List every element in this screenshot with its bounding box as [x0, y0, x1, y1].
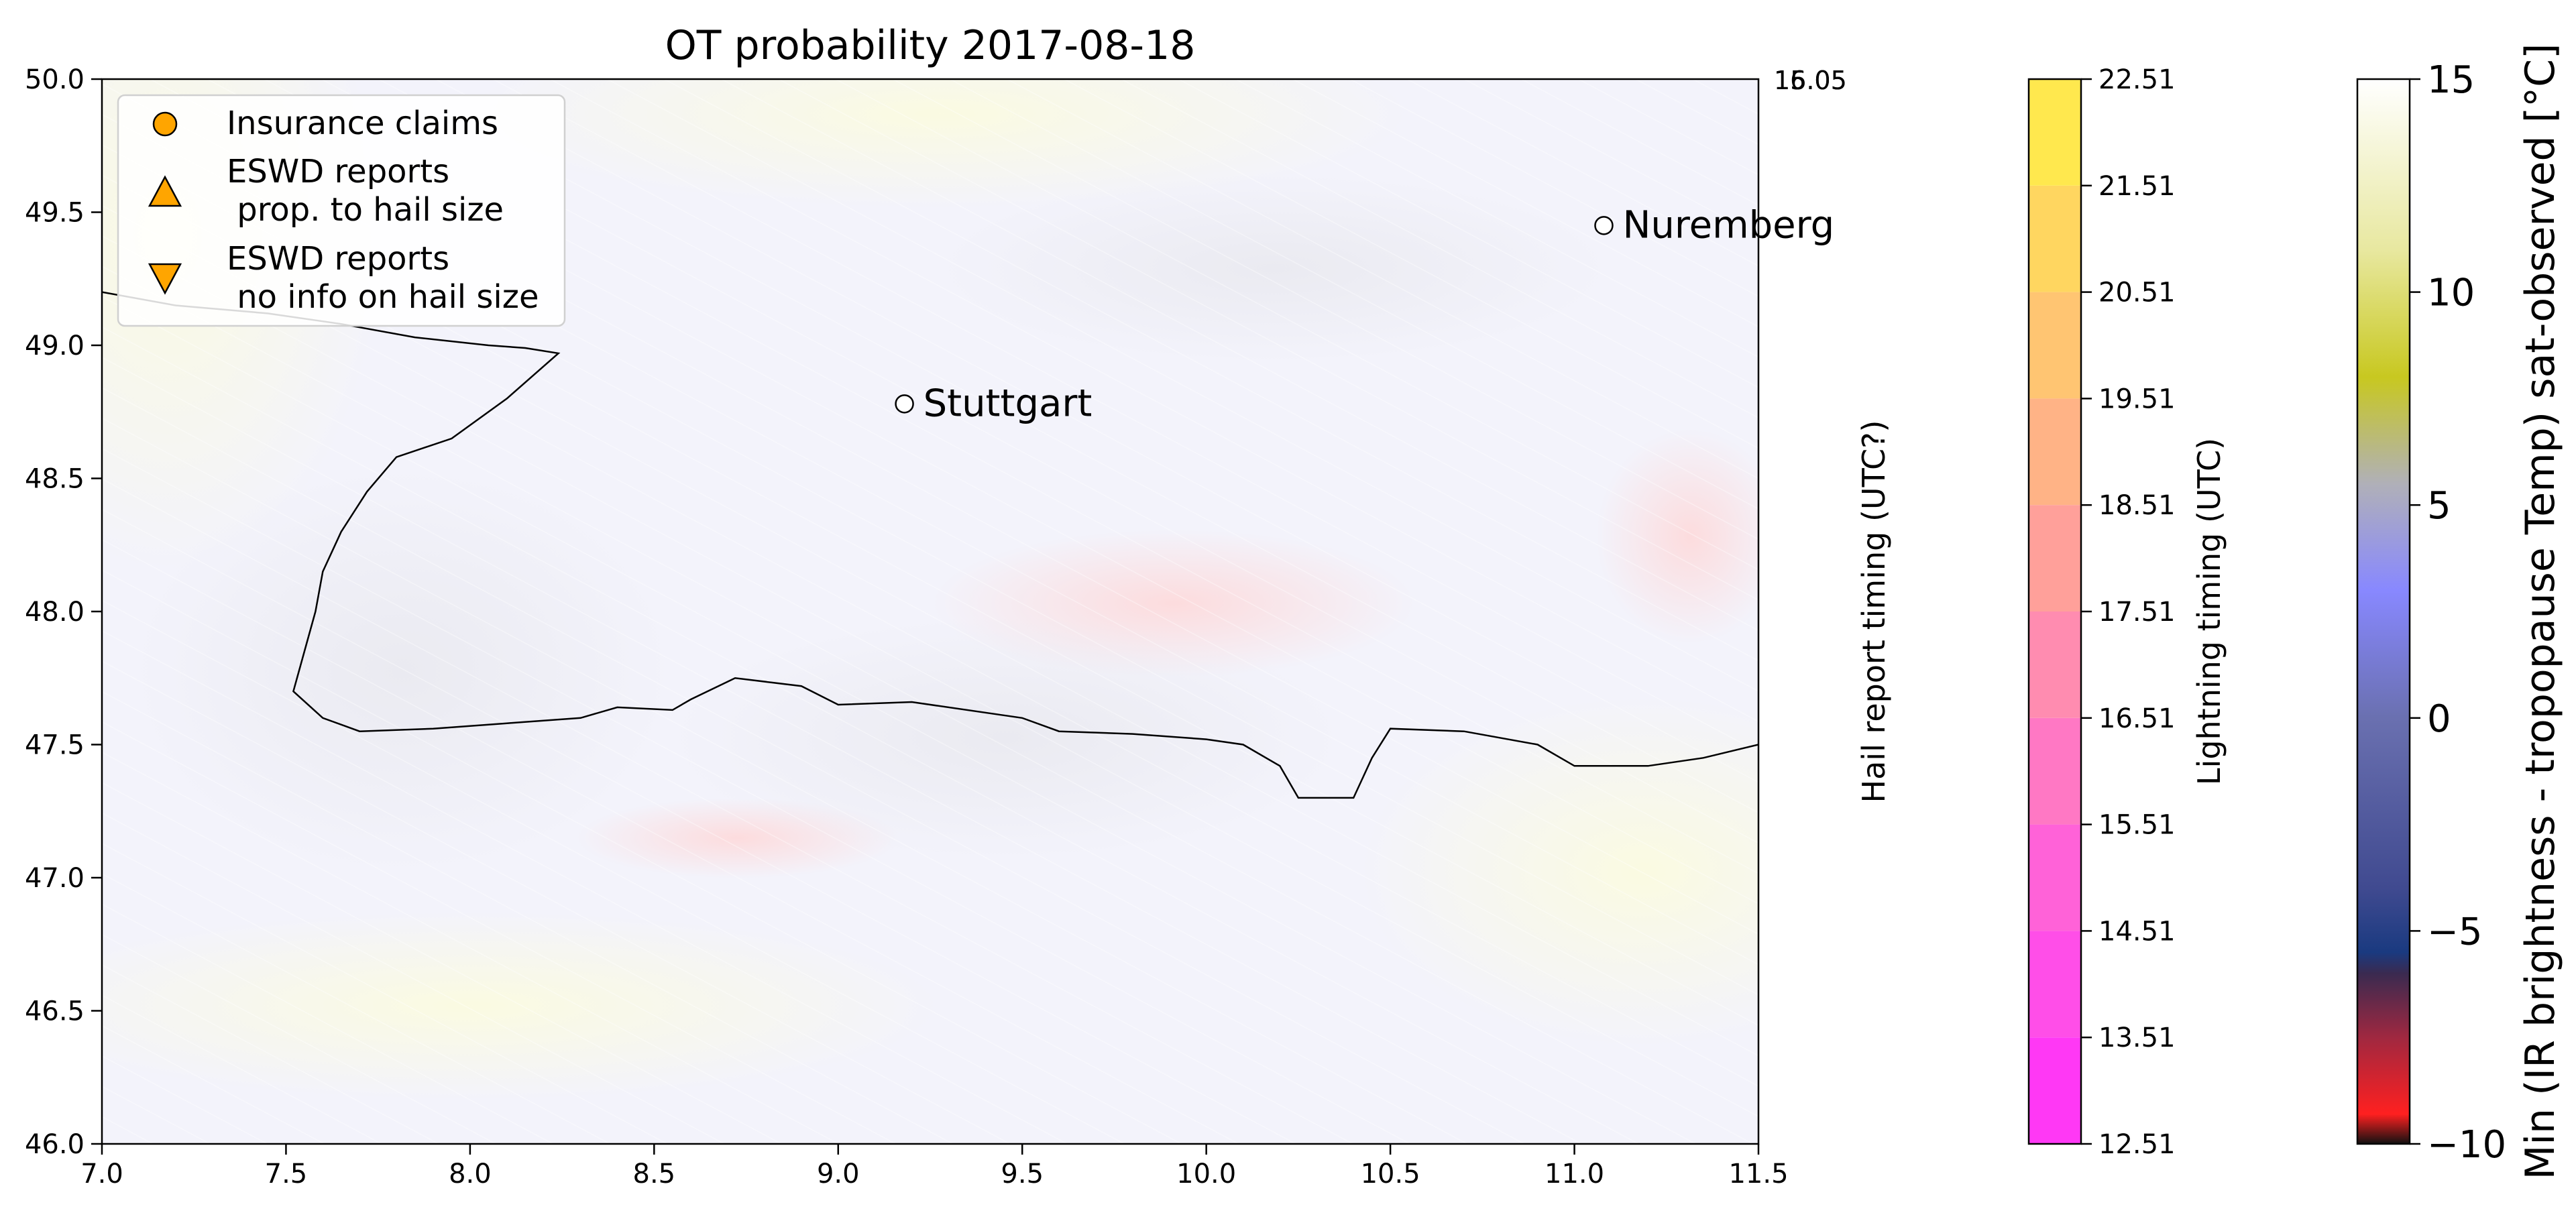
lightning-tick-label-6: 18.51 [2098, 490, 2176, 521]
y-tick-label-8: 50.0 [25, 64, 85, 95]
x-tick-label-9: 11.5 [1728, 1159, 1788, 1189]
lightning-segment-2 [2029, 824, 2081, 931]
ot-tick-label-5: 15 [2427, 58, 2475, 102]
ot-ticks: −10 −5 0 5 10 15 [2410, 58, 2506, 1167]
x-tick-label-7: 10.5 [1361, 1159, 1420, 1189]
lightning-segment-5 [2029, 505, 2081, 612]
ot-tick-label-3: 5 [2427, 484, 2451, 528]
city-label-nuremberg: Nuremberg [1622, 203, 1834, 247]
lightning-tick-label-0: 12.51 [2098, 1129, 2176, 1160]
lightning-segment-8 [2029, 185, 2081, 292]
y-tick-label-6: 49.0 [25, 331, 85, 361]
lightning-tick-label-1: 13.51 [2098, 1023, 2176, 1053]
legend-marker-triangle-down [148, 263, 182, 295]
y-axis: 46.0 46.5 47.0 47.5 48.0 48.5 49.0 49.5 50.0 [25, 64, 102, 1160]
x-tick-label-8: 11.0 [1545, 1159, 1604, 1189]
hail-tick-label-1: 16.05 [1774, 66, 1847, 95]
ot-colorbar-gradient [2357, 79, 2410, 1144]
x-axis: 7.0 7.5 8.0 8.5 9.0 9.5 10.0 10.5 11.0 11.5 [80, 1144, 1789, 1189]
x-tick-label-0: 7.0 [80, 1159, 123, 1189]
ot-tick-label-0: −10 [2427, 1123, 2506, 1167]
legend-label-eswd-size-2: prop. to hail size [227, 191, 504, 229]
lightning-timing-colorbar: 12.51 13.51 14.51 15.51 16.51 17.51 18.51 19.51… [2027, 64, 2227, 1160]
x-tick-label-1: 7.5 [265, 1159, 308, 1189]
ot-colorbar-label: Min (IR brightness - tropopause Temp) sa… [2517, 44, 2564, 1180]
city-marker-nuremberg [1594, 216, 1614, 235]
lightning-tick-label-10: 22.51 [2098, 64, 2176, 95]
map-panel: Stuttgart Nuremberg 7.0 7.5 8.0 8.5 9.0 9.5 10.… [25, 64, 1834, 1189]
legend-marker-circle [152, 111, 178, 137]
lightning-segment-3 [2029, 717, 2081, 825]
legend-label-eswd-noinfo-1: ESWD reports [227, 240, 449, 278]
lightning-timing-label: Lightning timing (UTC) [2191, 438, 2227, 785]
y-tick-label-5: 48.5 [25, 464, 85, 495]
ot-temperature-colorbar: −10 −5 0 5 10 15 Min (IR brightness - tropopa… [2356, 44, 2564, 1180]
lightning-segment-1 [2029, 931, 2081, 1038]
x-tick-label-6: 10.0 [1176, 1159, 1236, 1189]
y-tick-label-7: 49.5 [25, 198, 85, 229]
lightning-segment-6 [2029, 398, 2081, 506]
lightning-ticks: 12.51 13.51 14.51 15.51 16.51 17.51 18.51 19.51… [2081, 64, 2176, 1160]
ot-tick-label-4: 10 [2427, 272, 2475, 315]
hail-tick-label-2: 15.05 [1774, 66, 1847, 95]
lightning-segment-4 [2029, 612, 2081, 718]
chart-title: OT probability 2017-08-18 [665, 22, 1196, 69]
y-tick-label-0: 46.0 [25, 1129, 85, 1160]
ot-background-field [102, 79, 1758, 1144]
lightning-segment-0 [2029, 1037, 2081, 1144]
y-tick-label-4: 48.0 [25, 597, 85, 628]
legend: Insurance claims ESWD reports prop. to h… [117, 94, 566, 327]
lightning-tick-label-5: 17.51 [2098, 597, 2176, 628]
cities-layer: Stuttgart Nuremberg [895, 203, 1834, 425]
ot-tick-label-1: −5 [2427, 910, 2483, 953]
lightning-tick-label-9: 21.51 [2098, 171, 2176, 202]
x-tick-label-3: 8.5 [633, 1159, 676, 1189]
legend-label-insurance: Insurance claims [227, 105, 498, 142]
lightning-tick-label-4: 16.51 [2098, 703, 2176, 734]
legend-label-eswd-size-1: ESWD reports [227, 153, 449, 190]
hail-timing-colorbar: 16.05 15.05 Hail report timing (UTC?) [1774, 66, 1892, 803]
city-marker-stuttgart [895, 394, 914, 414]
ot-colorbar-frame [2356, 78, 2411, 1145]
lightning-segment-7 [2029, 292, 2081, 399]
lightning-segment-9 [2029, 79, 2081, 186]
legend-marker-triangle-up [148, 175, 182, 207]
y-tick-label-3: 47.5 [25, 730, 85, 761]
legend-box [117, 94, 566, 327]
y-tick-label-2: 47.0 [25, 863, 85, 894]
lightning-tick-label-2: 14.51 [2098, 916, 2176, 947]
legend-label-eswd-noinfo-2: no info on hail size [227, 278, 539, 316]
x-tick-label-5: 9.5 [1001, 1159, 1044, 1189]
hail-timing-label: Hail report timing (UTC?) [1856, 420, 1892, 803]
border-line [102, 291, 1758, 799]
ot-tick-label-2: 0 [2427, 697, 2451, 741]
y-tick-label-1: 46.5 [25, 996, 85, 1027]
lightning-segments [2029, 79, 2081, 1144]
city-label-stuttgart: Stuttgart [923, 382, 1093, 425]
x-tick-label-4: 9.0 [817, 1159, 860, 1189]
x-tick-label-2: 8.0 [449, 1159, 492, 1189]
lightning-tick-label-3: 15.51 [2098, 810, 2176, 841]
lightning-tick-label-7: 19.51 [2098, 384, 2176, 414]
lightning-tick-label-8: 20.51 [2098, 278, 2176, 308]
